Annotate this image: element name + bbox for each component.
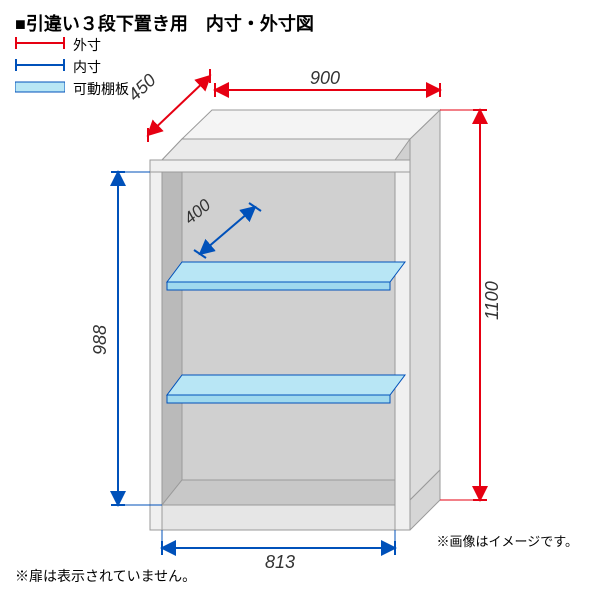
- dim-height-inner: 988: [90, 325, 110, 355]
- diagram-drawing: 450 900 1100 400 988 813: [0, 0, 600, 600]
- footnote-image: ※画像はイメージです。: [437, 531, 578, 550]
- footnote-door: ※扉は表示されていません。: [15, 566, 196, 586]
- dim-width-outer: 900: [310, 68, 340, 88]
- dim-width-inner: 813: [265, 552, 295, 572]
- dim-height-outer: 1100: [482, 281, 502, 320]
- shelf-upper: [167, 262, 405, 282]
- dim-depth-outer: 450: [124, 70, 160, 105]
- shelf-lower: [167, 375, 405, 395]
